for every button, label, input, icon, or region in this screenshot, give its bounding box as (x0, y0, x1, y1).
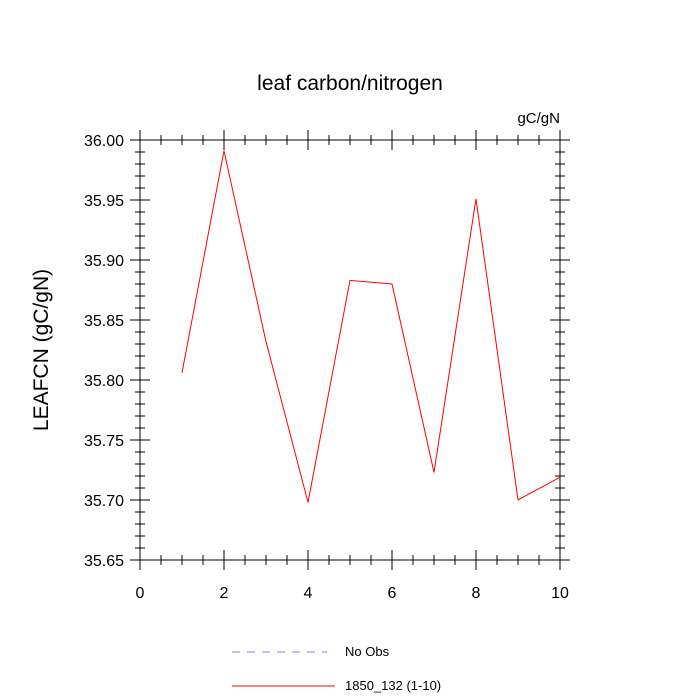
chart-title: leaf carbon/nitrogen (257, 72, 443, 95)
major-ticks (130, 130, 570, 570)
y-tick-label: 35.65 (84, 553, 124, 570)
y-tick-label: 35.75 (84, 433, 124, 450)
y-tick-label: 35.70 (84, 493, 124, 510)
y-axis-label: LEAFCN (gC/gN) (30, 269, 53, 431)
minor-ticks (135, 135, 565, 565)
legend-label-1: 1850_132 (1-10) (345, 678, 441, 693)
x-tick-labels: 0 2 4 6 8 10 (136, 585, 569, 602)
y-tick-label: 35.90 (84, 253, 124, 270)
legend: No Obs 1850_132 (1-10) (232, 644, 441, 693)
x-tick-label: 8 (472, 585, 481, 602)
y-tick-labels: 35.65 35.70 35.75 35.80 35.85 35.90 35.95 36.00 (84, 133, 124, 570)
series-line-1 (181, 150, 561, 503)
x-tick-label: 2 (220, 585, 229, 602)
y-tick-label: 35.85 (84, 313, 124, 330)
y-tick-label: 35.95 (84, 193, 124, 210)
units-label: gC/gN (517, 110, 560, 127)
x-tick-label: 4 (304, 585, 313, 602)
x-tick-label: 0 (136, 585, 145, 602)
y-tick-label: 36.00 (84, 133, 124, 150)
y-tick-label: 35.80 (84, 373, 124, 390)
x-tick-label: 6 (388, 585, 397, 602)
series-layer (181, 150, 561, 503)
legend-label-0: No Obs (345, 644, 390, 659)
x-tick-label: 10 (551, 585, 569, 602)
